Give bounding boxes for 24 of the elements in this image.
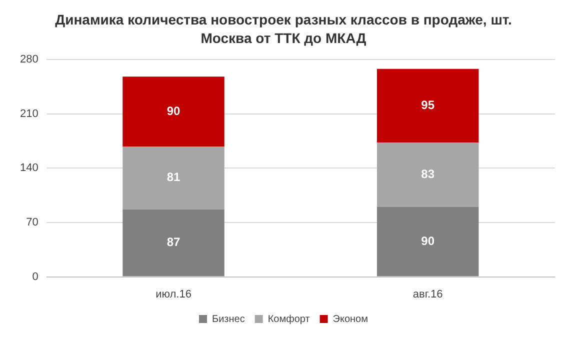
bar [122,209,224,276]
x-tick-label: июл.16 [156,288,192,300]
chart-subtitle: Москва от ТТК до МКАД [200,30,366,46]
data-label: 90 [421,234,435,248]
y-tick-label: 210 [20,108,38,120]
y-tick-label: 140 [20,162,38,174]
legend-label: Эконом [332,314,368,325]
legend-label: Бизнес [212,314,245,325]
bar [122,76,224,146]
data-label: 87 [166,235,181,250]
data-label: 95 [421,98,435,112]
y-tick-label: 0 [32,270,38,283]
legend-label: Комфорт [268,314,310,325]
bar [376,68,479,143]
chart-title: Динамика количества новостроек разных классов в продаже, шт. [55,11,512,28]
data-label: 81 [166,170,181,184]
x-tick-label: авг.16 [412,288,443,300]
bar [376,206,479,276]
y-tick-label: 70 [26,216,38,229]
data-label: 83 [421,167,435,182]
y-tick-label: 280 [20,54,38,66]
data-label: 90 [166,104,181,118]
bar [122,146,224,210]
bar [376,142,479,207]
